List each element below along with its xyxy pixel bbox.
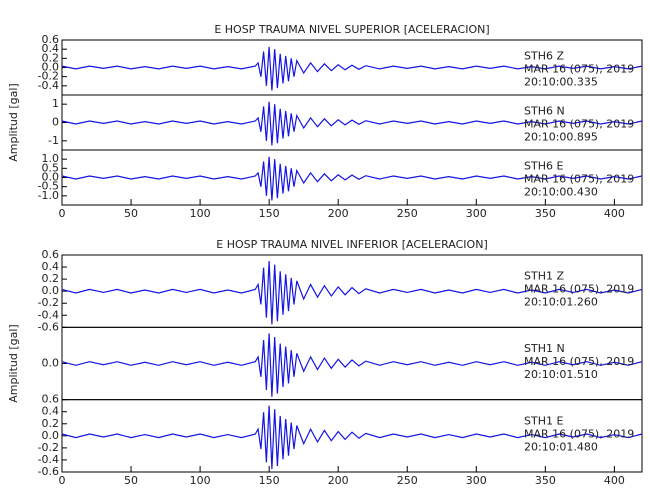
y-tick-label: 1.0	[42, 152, 60, 165]
y-tick-label: -0.4	[38, 79, 59, 92]
y-tick-label: 0.4	[42, 260, 60, 273]
trace-date: MAR 16 (075), 2019	[524, 118, 634, 131]
y-tick-label: 0.0	[42, 429, 60, 442]
trace-time: 20:10:00.895	[524, 131, 598, 144]
y-tick-label: -1.0	[38, 189, 59, 202]
trace-date: MAR 16 (075), 2019	[524, 283, 634, 296]
y-tick-label: -0.6	[38, 465, 59, 478]
chart-title: E HOSP TRAUMA NIVEL INFERIOR [ACELERACIO…	[216, 238, 487, 251]
trace-date: MAR 16 (075), 2019	[524, 63, 634, 76]
chart-title: E HOSP TRAUMA NIVEL SUPERIOR [ACELERACIO…	[214, 23, 489, 36]
y-axis-label: Amplitud [gal]	[7, 324, 20, 402]
trace-station: STH1 N	[524, 342, 565, 355]
y-tick-label: 0.2	[42, 51, 60, 64]
y-tick-label: 0	[52, 116, 59, 129]
y-tick-label: 0.2	[42, 417, 60, 430]
trace-time: 20:10:01.480	[524, 440, 598, 453]
waveform	[61, 405, 643, 470]
y-tick-label: 0.2	[42, 272, 60, 285]
waveform	[61, 333, 643, 397]
trace-station: STH1 Z	[524, 270, 564, 283]
y-tick-label: -0.2	[38, 296, 59, 309]
trace-date: MAR 16 (075), 2019	[524, 355, 634, 368]
trace-time: 20:10:00.430	[524, 186, 598, 199]
y-axis-label: Amplitud [gal]	[7, 83, 20, 161]
y-tick-label: 0.0	[42, 284, 60, 297]
x-tick-label: 50	[124, 474, 138, 487]
y-tick-label: 0.4	[42, 405, 60, 418]
trace-date: MAR 16 (075), 2019	[524, 427, 634, 440]
x-tick-label: 0	[59, 474, 66, 487]
trace-time: 20:10:00.335	[524, 76, 598, 89]
waveform	[61, 101, 643, 146]
y-tick-label: -0.4	[38, 453, 59, 466]
trace-time: 20:10:01.260	[524, 296, 598, 309]
y-tick-label: 0.6	[42, 248, 60, 261]
trace-station: STH6 E	[524, 160, 563, 173]
y-tick-label: -0.5	[38, 180, 59, 193]
x-tick-label: 300	[466, 207, 487, 220]
y-tick-label: 0.0	[42, 61, 60, 74]
x-tick-label: 0	[59, 207, 66, 220]
x-tick-label: 150	[259, 207, 280, 220]
trace-station: STH6 Z	[524, 50, 564, 63]
x-tick-label: 150	[259, 474, 280, 487]
x-tick-label: 400	[604, 474, 625, 487]
x-tick-label: 200	[328, 474, 349, 487]
y-tick-label: 0.4	[42, 42, 60, 55]
trace-station: STH1 E	[524, 414, 563, 427]
y-tick-label: 1	[52, 97, 59, 110]
x-tick-label: 400	[604, 207, 625, 220]
x-tick-label: 300	[466, 474, 487, 487]
trace-time: 20:10:01.510	[524, 368, 598, 381]
y-tick-label: 0.0	[42, 171, 60, 184]
x-tick-label: 200	[328, 207, 349, 220]
y-tick-label: -0.4	[38, 308, 59, 321]
x-tick-label: 250	[397, 474, 418, 487]
y-tick-label: -0.2	[38, 441, 59, 454]
y-tick-label: -1	[48, 134, 59, 147]
waveform	[61, 46, 643, 91]
y-tick-label: 0.5	[42, 161, 60, 174]
waveform	[61, 260, 643, 325]
y-tick-label: -0.2	[38, 70, 59, 83]
x-tick-label: 250	[397, 207, 418, 220]
x-tick-label: 350	[535, 207, 556, 220]
y-tick-label: 0.0	[42, 357, 60, 370]
x-tick-label: 350	[535, 474, 556, 487]
trace-date: MAR 16 (075), 2019	[524, 173, 634, 186]
y-tick-label: 0.6	[42, 393, 60, 406]
trace-station: STH6 N	[524, 105, 565, 118]
waveform	[61, 156, 643, 201]
y-tick-label: 0.6	[42, 33, 60, 46]
x-tick-label: 100	[190, 474, 211, 487]
x-tick-label: 50	[124, 207, 138, 220]
y-tick-label: -0.6	[38, 320, 59, 333]
x-tick-label: 100	[190, 207, 211, 220]
